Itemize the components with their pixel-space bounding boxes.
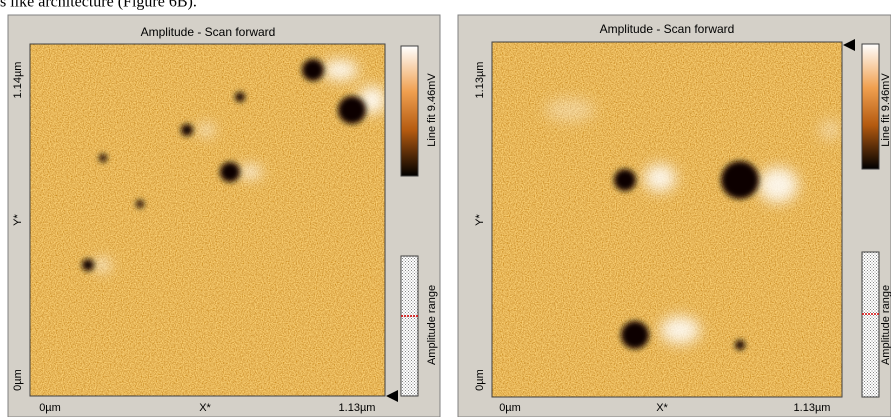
marker-arrow[interactable] [386, 390, 398, 402]
y-label-bottom: 0µm [12, 369, 24, 391]
x-label-left: 0µm [39, 402, 61, 414]
x-label-right: 1.13µm [794, 402, 831, 414]
y-label-bottom: 0µm [474, 369, 486, 391]
scan-image [30, 44, 385, 396]
y-label-middle: Y* [474, 213, 486, 225]
x-label-left: 0µm [499, 402, 521, 414]
caption: s like architecture (Figure 6B). [0, 0, 197, 11]
range-label: Amplitude range [880, 285, 891, 365]
marker-arrow[interactable] [843, 39, 855, 51]
panel: Amplitude - Scan forward 1.14µm Y* 0µm 0… [7, 14, 441, 417]
panel: Amplitude - Scan forward 1.13µm Y* 0µm 0… [457, 14, 891, 417]
scan-image [492, 42, 842, 397]
panel-title: Amplitude - Scan forward [141, 25, 276, 39]
range-slider[interactable] [861, 251, 880, 398]
colorbar-label: Line fit 9.46mV [880, 73, 891, 147]
x-label-middle: X* [656, 402, 668, 414]
y-label-middle: Y* [12, 213, 24, 225]
colorbar [861, 43, 880, 170]
range-label: Amplitude range [426, 285, 438, 365]
range-slider[interactable] [400, 255, 419, 397]
panel-title: Amplitude - Scan forward [600, 22, 735, 36]
colorbar-label: Line fit 9.46mV [426, 73, 438, 147]
x-label-right: 1.13µm [339, 402, 376, 414]
colorbar [400, 45, 419, 177]
x-label-middle: X* [199, 402, 211, 414]
y-label-top: 1.13µm [474, 62, 486, 99]
y-label-top: 1.14µm [12, 62, 24, 99]
